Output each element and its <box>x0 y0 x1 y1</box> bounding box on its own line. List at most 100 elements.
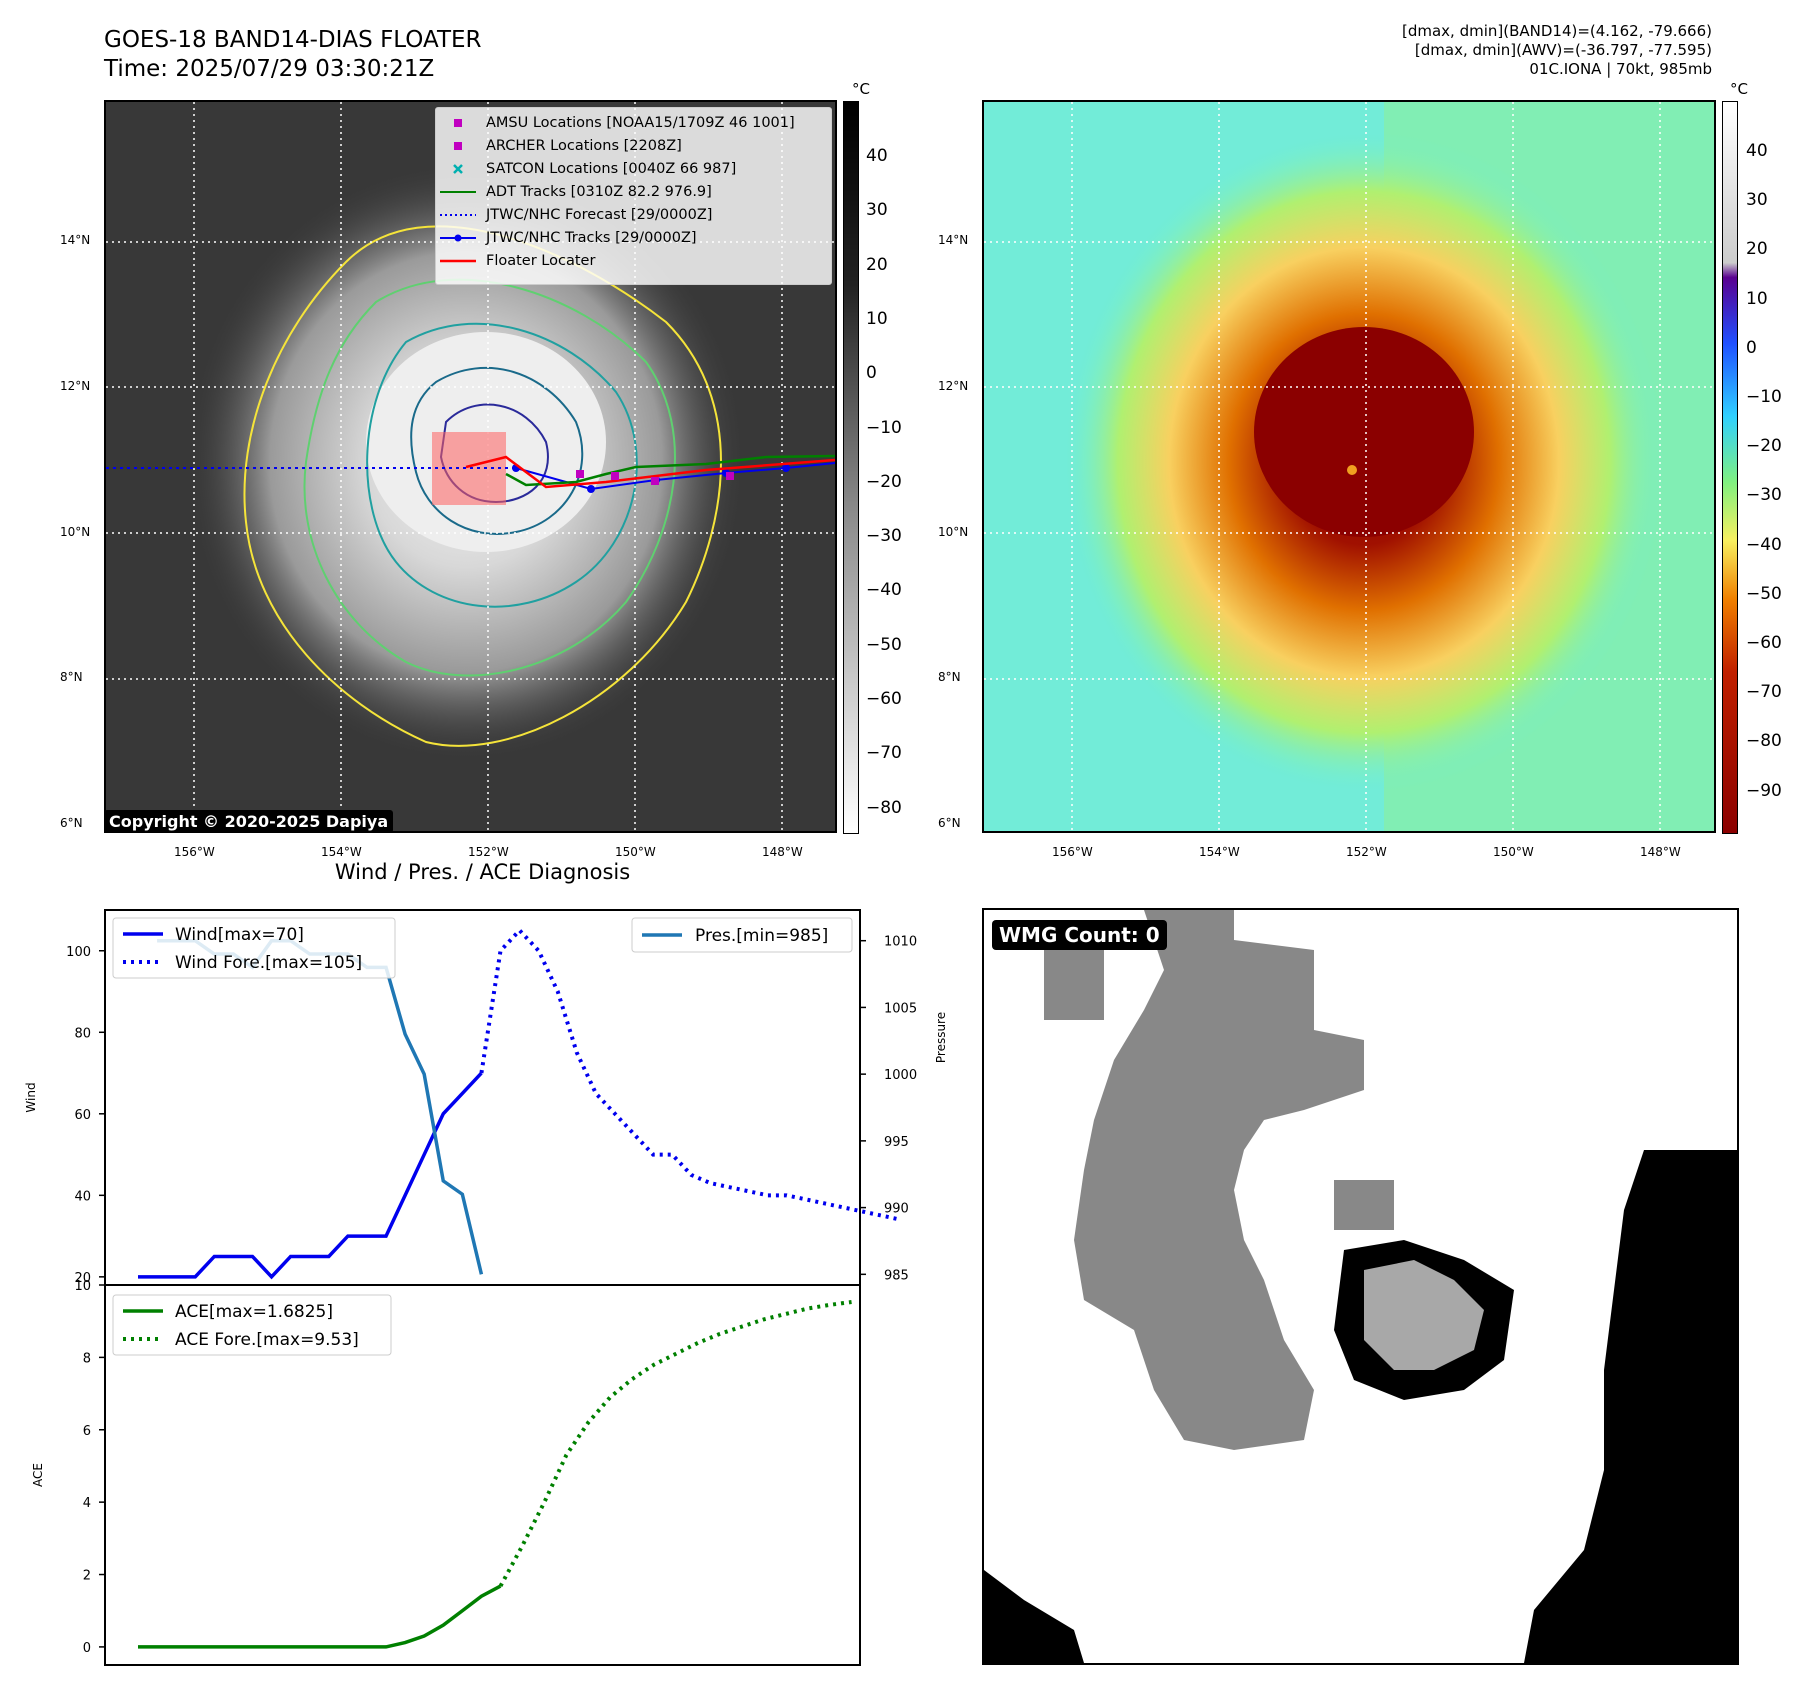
archer-points <box>576 470 734 485</box>
info-line-3: 01C.IONA | 70kt, 985mb <box>1529 60 1712 78</box>
cb-right-tick-label: −80 <box>1746 731 1782 752</box>
pressure-series-line <box>157 938 484 1275</box>
ace-tick-label: 8 <box>83 1351 91 1366</box>
pressure-tick-label: 1000 <box>884 1068 917 1083</box>
info-line-1: [dmax, dmin](BAND14)=(4.162, -79.666) <box>1401 22 1712 40</box>
longitude-label: 148°W <box>1640 845 1681 859</box>
legend-amsu-label: AMSU Locations [NOAA15/1709Z 46 1001] <box>486 114 795 131</box>
wind-tick-label: 40 <box>74 1189 91 1204</box>
solid-line-icon <box>440 185 476 199</box>
latitude-label: 12°N <box>60 379 91 393</box>
colorbar-left <box>843 101 859 834</box>
longitude-label: 152°W <box>1346 845 1387 859</box>
cb-right-tick-label: 30 <box>1746 190 1768 211</box>
awv-core <box>1254 327 1474 537</box>
wind-legend-label: Wind[max=70] <box>175 925 304 945</box>
storm-info: [dmax, dmin](BAND14)=(4.162, -79.666) [d… <box>1402 22 1712 79</box>
info-line-2: [dmax, dmin](AWV)=(-36.797, -77.595) <box>1414 41 1712 59</box>
legend-floater: Floater Locater <box>436 249 831 272</box>
wmg-gray-patch <box>1334 1180 1394 1230</box>
latitude-label: 12°N <box>938 379 969 393</box>
cb-right-tick-label: −20 <box>1746 436 1782 457</box>
cb-left-unit: °C <box>852 80 870 98</box>
wind-tick-label: 80 <box>74 1026 91 1041</box>
cb-right-tick-label: −50 <box>1746 583 1782 604</box>
ace-tick-label: 10 <box>74 1279 91 1294</box>
wind-axis-label: Wind <box>24 1082 38 1112</box>
ir-gridlines <box>106 102 835 831</box>
ace-forecast-line <box>498 1300 852 1588</box>
ace-panel-frame <box>104 1284 861 1666</box>
pressure-legend-box <box>631 917 853 953</box>
pressure-axis-label: Pressure <box>934 1012 948 1063</box>
cb-right-tick-label: −10 <box>1746 387 1782 407</box>
legend-archer: ARCHER Locations [2208Z] <box>436 134 831 157</box>
legend-adt-label: ADT Tracks [0310Z 82.2 976.9] <box>486 183 712 200</box>
longitude-label: 148°W <box>762 845 803 859</box>
ace-series-line <box>138 1584 502 1649</box>
square-marker-icon <box>440 116 476 130</box>
latitude-label: 8°N <box>60 670 83 684</box>
awv-map-svg <box>984 102 1714 831</box>
longitude-label: 156°W <box>174 845 215 859</box>
cb-left-tick-label: 40 <box>866 146 888 166</box>
pressure-tick-label: 990 <box>884 1202 909 1217</box>
x-marker-icon <box>440 162 476 176</box>
wind-tick-label: 20 <box>74 1271 91 1286</box>
latitude-label: 6°N <box>938 816 961 830</box>
cb-right-tick-label: 0 <box>1746 337 1757 358</box>
adt-track <box>505 454 835 487</box>
colorbar-right <box>1722 101 1738 834</box>
wmg-eye <box>1364 1260 1484 1370</box>
figure-title: GOES-18 BAND14-DIAS FLOATER Time: 2025/0… <box>104 26 482 84</box>
pressure-tick-label: 985 <box>884 1268 909 1283</box>
ace-forecast-legend-label: ACE Fore.[max=9.53] <box>175 1330 359 1350</box>
ace-legend-box <box>112 1294 392 1356</box>
latitude-label: 10°N <box>938 525 969 539</box>
cb-right-tick-label: 20 <box>1746 239 1768 260</box>
cb-left-tick-label: 30 <box>866 200 888 221</box>
cb-right-tick-label: −90 <box>1746 780 1782 801</box>
cb-left-tick-label: −60 <box>866 689 902 709</box>
legend-tracks-label: JTWC/NHC Tracks [29/0000Z] <box>486 229 697 246</box>
longitude-label: 150°W <box>615 845 656 859</box>
cb-left-tick-label: −20 <box>866 471 902 492</box>
awv-gridlines <box>984 102 1714 831</box>
pressure-legend-label: Pres.[min=985] <box>695 926 828 946</box>
wmg-count-badge: WMG Count: 0 <box>992 920 1167 950</box>
wind-series-line <box>138 1071 483 1280</box>
ace-legend-label: ACE[max=1.6825] <box>175 1302 333 1322</box>
diagnosis-chart: 20406080100985990995100010051010WindPres… <box>24 909 948 1666</box>
cb-left-tick-label: 20 <box>866 254 888 275</box>
cb-left-tick-label: −30 <box>866 526 902 547</box>
title-line-2: Time: 2025/07/29 03:30:21Z <box>104 56 435 82</box>
copyright-badge: Copyright © 2020-2025 Dapiya <box>104 810 394 833</box>
wind-legend-box <box>112 917 396 979</box>
wind-forecast-line <box>479 927 902 1222</box>
line-dot-icon <box>440 231 476 245</box>
ir-legend: AMSU Locations [NOAA15/1709Z 46 1001] AR… <box>435 107 832 285</box>
pressure-tick-label: 1005 <box>884 1001 917 1016</box>
longitude-label: 154°W <box>321 845 362 859</box>
cb-right-tick-label: 10 <box>1746 288 1768 309</box>
diagnosis-title: Wind / Pres. / ACE Diagnosis <box>334 860 631 884</box>
longitude-label: 150°W <box>1493 845 1534 859</box>
longitude-label: 156°W <box>1052 845 1093 859</box>
title-line-1: GOES-18 BAND14-DIAS FLOATER <box>104 27 482 53</box>
latitude-label: 14°N <box>938 233 969 247</box>
cb-left-tick-label: −50 <box>866 634 902 655</box>
cb-left-tick-label: 10 <box>866 308 888 329</box>
wmg-panel <box>982 908 1739 1665</box>
wmg-gray-patch <box>1044 950 1104 1020</box>
ace-axis-label: ACE <box>31 1463 45 1487</box>
square-marker-icon <box>440 139 476 153</box>
wmg-svg <box>984 910 1737 1663</box>
cb-right-tick-label: 40 <box>1746 141 1768 161</box>
wmg-black-east <box>1524 1150 1737 1663</box>
legend-satcon: SATCON Locations [0040Z 66 987] <box>436 157 831 180</box>
legend-amsu: AMSU Locations [NOAA15/1709Z 46 1001] <box>436 111 831 134</box>
wind-tick-label: 60 <box>74 1108 91 1123</box>
cb-right-tick-label: −60 <box>1746 633 1782 653</box>
ace-tick-label: 2 <box>83 1569 91 1584</box>
legend-forecast-label: JTWC/NHC Forecast [29/0000Z] <box>486 206 713 223</box>
